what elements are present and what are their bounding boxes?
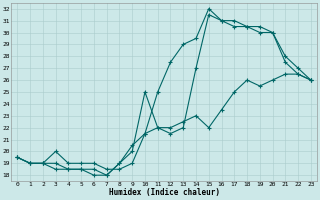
X-axis label: Humidex (Indice chaleur): Humidex (Indice chaleur): [108, 188, 220, 197]
